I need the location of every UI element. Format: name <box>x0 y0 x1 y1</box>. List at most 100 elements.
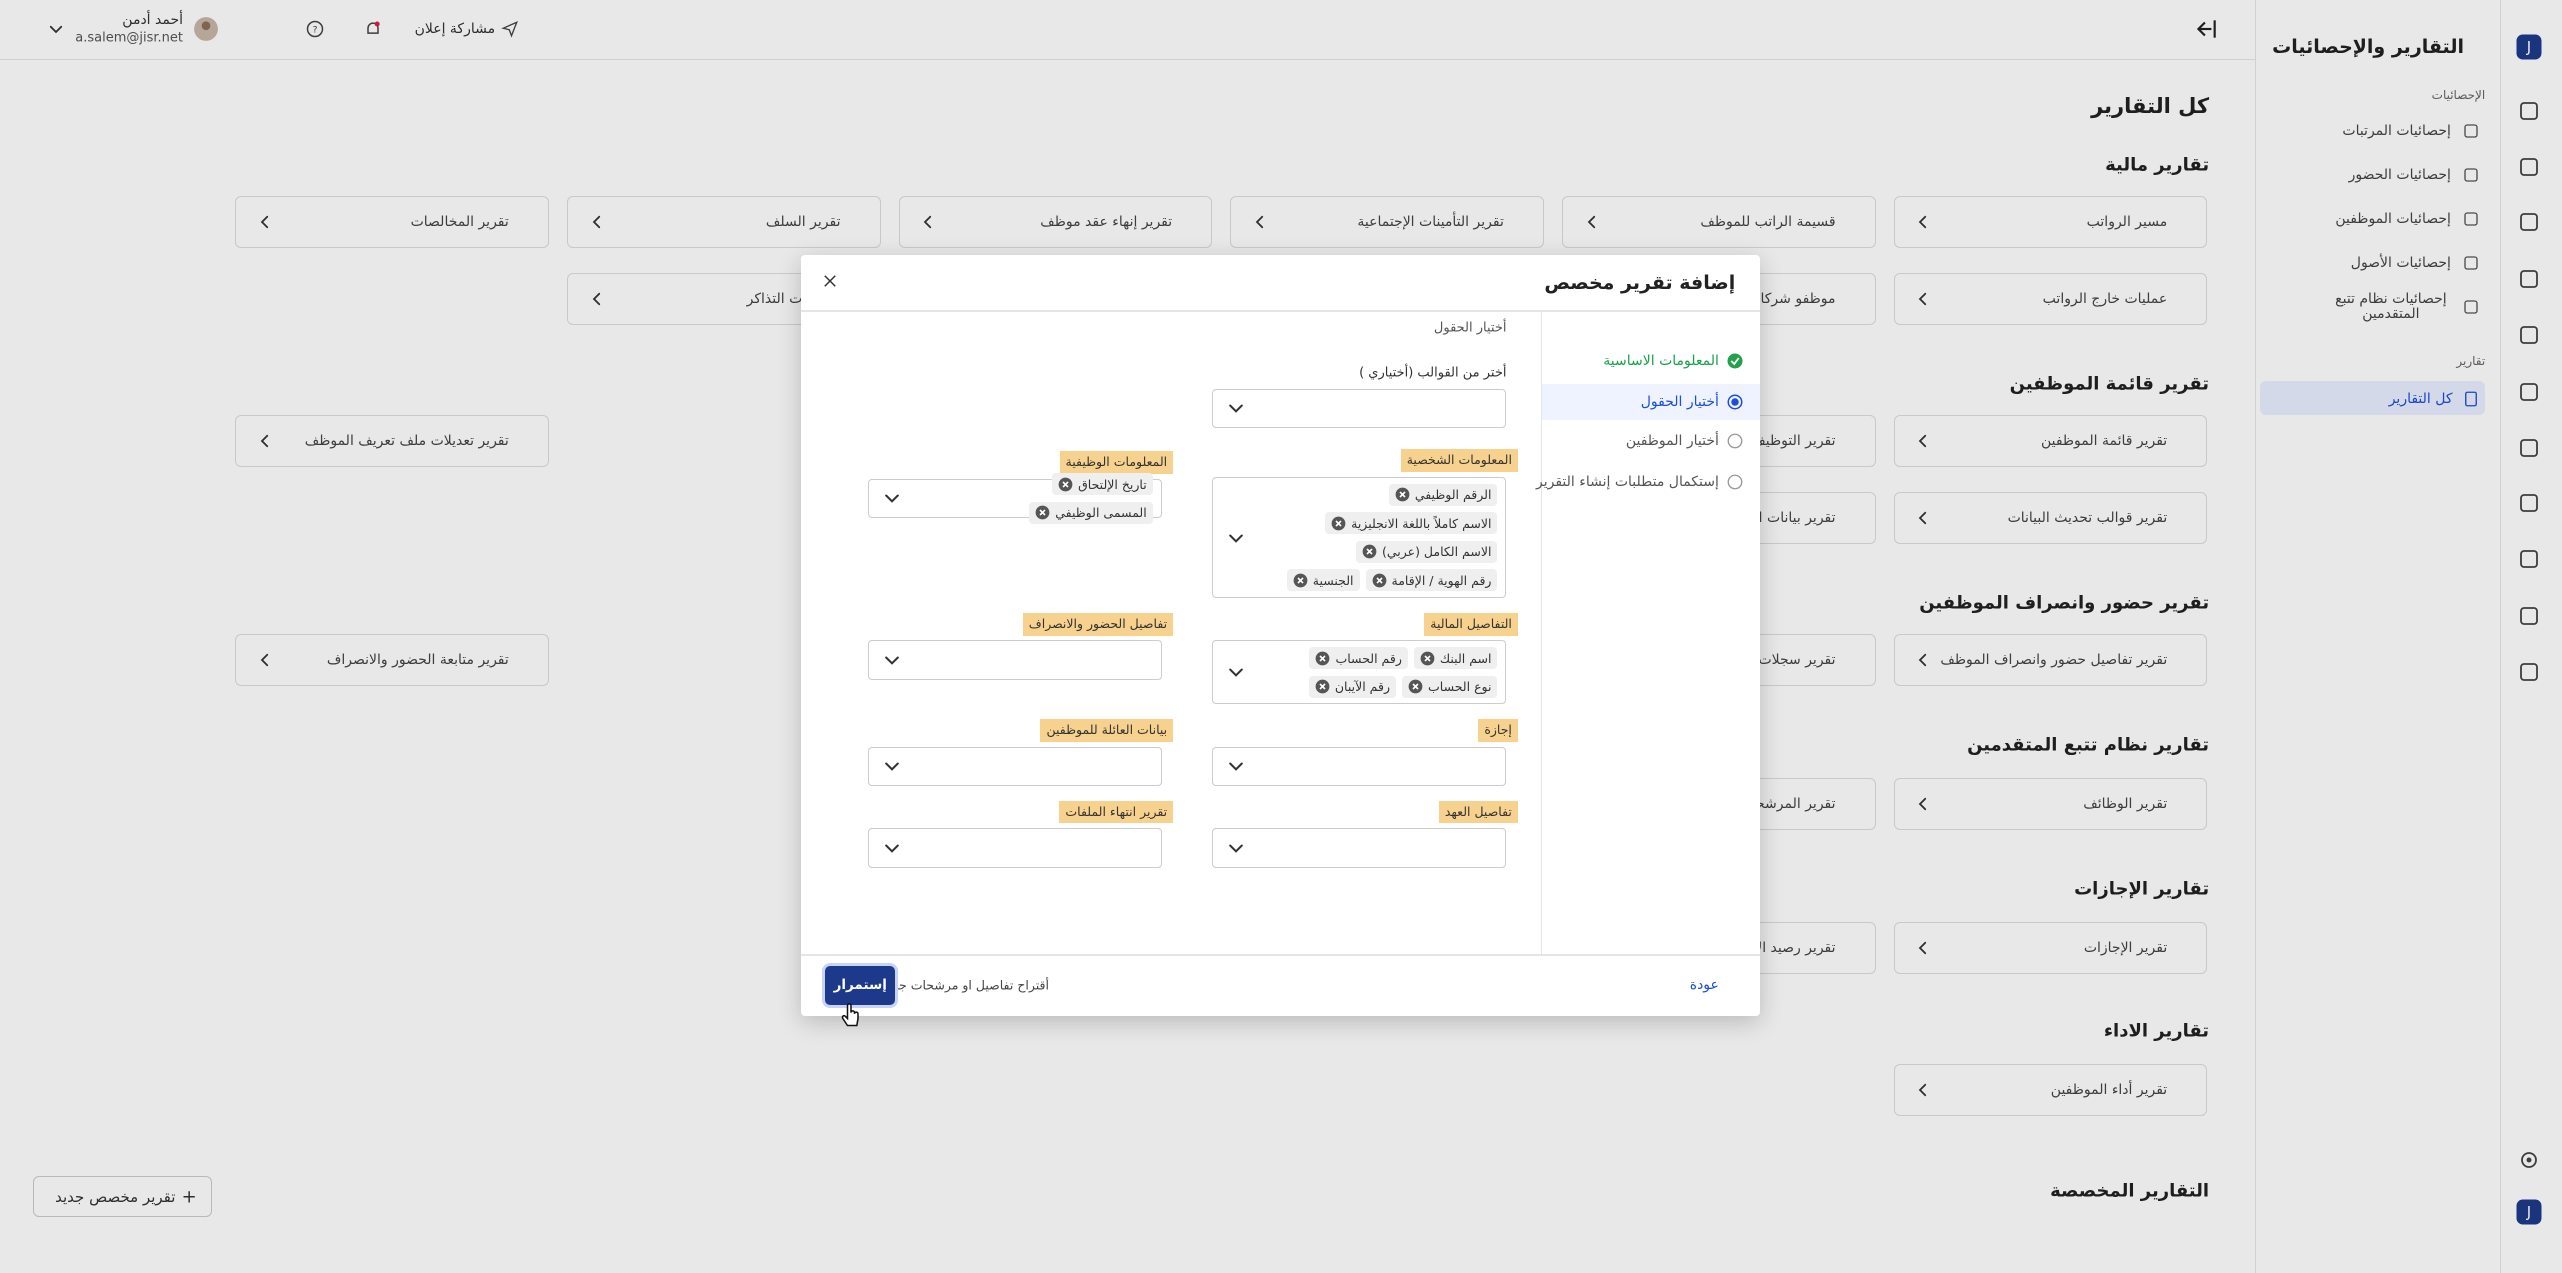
group-select[interactable] <box>867 828 1162 868</box>
nav-icon[interactable] <box>2517 99 2541 123</box>
chip-remove-button[interactable] <box>1395 487 1410 502</box>
share-button[interactable]: مشاركة إعلان <box>414 21 496 38</box>
back-button[interactable]: عودة <box>1689 977 1719 994</box>
chip-remove-button[interactable] <box>1058 477 1073 492</box>
nav-icon-svg <box>2520 102 2539 120</box>
card-chevron <box>1914 213 1932 231</box>
chip-remove-button[interactable] <box>1315 679 1330 694</box>
report-card[interactable]: قسيمة الراتب للموظف <box>1562 196 1876 249</box>
remove-icon <box>1315 679 1330 694</box>
nav-icon[interactable] <box>2517 380 2541 404</box>
chevron-svg <box>592 216 600 229</box>
page-title: كل التقارير <box>2091 94 2210 119</box>
group-select[interactable] <box>867 746 1162 786</box>
report-card[interactable]: تقرير السلف <box>566 196 881 249</box>
group-select[interactable]: الرقم الوظيفي الاسم كاملاً باللغة الانجلي… <box>1212 477 1507 598</box>
collapse-button[interactable] <box>2193 16 2219 42</box>
nav-icon[interactable] <box>2517 436 2541 460</box>
close-button[interactable] <box>821 272 839 290</box>
section-title: تقارير مالية <box>2105 154 2210 176</box>
step-status-icon <box>1726 432 1744 450</box>
report-card[interactable]: عمليات خارج الرواتب <box>1893 272 2208 326</box>
sidebar-item[interactable]: إحصائيات نظام تتبع المتقدمين <box>2335 291 2447 323</box>
chip-remove-button[interactable] <box>1420 651 1435 666</box>
new-report-label: تقرير مخصص جديد <box>55 1187 176 1206</box>
new-report-button[interactable]: تقرير مخصص جديد + <box>32 1176 213 1218</box>
card-chevron <box>256 213 274 231</box>
report-card[interactable]: تقرير الوظائف <box>1893 777 2208 831</box>
remove-icon <box>1395 487 1410 502</box>
remove-icon <box>1420 651 1435 665</box>
step-label[interactable]: إستكمال متطلبات إنشاء التقرير <box>1535 474 1719 490</box>
chip-remove-button[interactable] <box>1362 544 1377 559</box>
section-title: تقارير الاداء <box>2103 1020 2210 1042</box>
nav-icon[interactable] <box>2517 267 2541 291</box>
sidebar-item-icon <box>2462 390 2480 408</box>
report-card-label: تقرير تفاصيل حضور وانصراف الموظف <box>1940 652 2168 669</box>
sidebar-item[interactable]: إحصائيات الأصول <box>2350 255 2451 272</box>
sidebar-item[interactable]: إحصائيات الموظفين <box>2335 210 2451 227</box>
report-card[interactable]: تقرير التأمينات الإجتماعية <box>1230 196 1545 249</box>
nav-icon[interactable] <box>2517 604 2541 628</box>
nav-icon[interactable] <box>2517 491 2541 515</box>
help-icon[interactable]: ? <box>305 19 325 39</box>
sidebar-item-active[interactable]: كل التقارير <box>2388 390 2453 407</box>
group-select[interactable] <box>867 640 1162 680</box>
notification-icon[interactable] <box>363 19 383 39</box>
nav-icon[interactable] <box>2517 210 2541 234</box>
chip-remove-button[interactable] <box>1331 516 1346 531</box>
step-status-icon <box>1726 473 1744 491</box>
avatar[interactable] <box>193 16 219 42</box>
group-select[interactable]: اسم البنك رقم الحساب نوع الحساب رقم الآيبان <box>1212 640 1507 705</box>
settings-icon[interactable] <box>2517 1148 2541 1172</box>
report-card[interactable]: تقرير قوالب تحديث البيانات <box>1893 491 2208 545</box>
icon-rail <box>2499 0 2562 1273</box>
section-title: التقارير المخصصة <box>2050 1180 2210 1202</box>
select-chevron <box>882 756 902 776</box>
chip-remove-button[interactable] <box>1293 573 1308 588</box>
report-card[interactable]: تقرير قائمة الموظفين <box>1893 415 2208 468</box>
chip-remove-button[interactable] <box>1035 505 1050 520</box>
report-card[interactable]: تقرير تعديلات ملف تعريف الموظف <box>235 415 549 468</box>
card-chevron <box>1914 939 1932 957</box>
chip-remove-button[interactable] <box>1372 573 1387 588</box>
suggest-link[interactable]: أقتراح تفاصيل او مرشحات جديدة <box>875 977 1049 993</box>
group-select[interactable] <box>1212 746 1507 786</box>
report-card-label: تقرير أداء الموظفين <box>2050 1081 2168 1098</box>
report-card[interactable]: تقرير المخالصات <box>235 196 549 249</box>
report-card[interactable]: تقرير متابعة الحضور والانصراف <box>235 633 549 687</box>
template-select[interactable] <box>1212 388 1507 429</box>
group-select[interactable]: تاريخ الإلتحاق المسمى الوظيفي <box>867 473 1162 524</box>
card-chevron <box>1914 1081 1932 1099</box>
user-name: أحمد أدمن <box>122 11 183 28</box>
modal-footer-divider <box>800 954 1760 956</box>
card-chevron <box>1914 290 1932 308</box>
chevron-svg <box>1919 435 1927 448</box>
nav-icon[interactable] <box>2517 155 2541 179</box>
chip-remove-button[interactable] <box>1408 679 1423 694</box>
report-card[interactable]: تقرير تفاصيل حضور وانصراف الموظف <box>1893 633 2208 687</box>
sidebar-item[interactable]: إحصائيات الحضور <box>2348 166 2451 183</box>
step-label[interactable]: المعلومات الاساسية <box>1603 353 1719 370</box>
sidebar-item-icon-svg <box>2463 256 2478 270</box>
step-label[interactable]: أختيار الموظفين <box>1625 433 1719 450</box>
nav-icon[interactable] <box>2517 660 2541 684</box>
nav-icon-svg <box>2520 607 2539 625</box>
chip-remove-button[interactable] <box>1315 651 1330 666</box>
sidebar-item[interactable]: إحصائيات المرتبات <box>2342 122 2451 139</box>
user-menu-chevron[interactable] <box>47 20 65 38</box>
card-chevron <box>1914 795 1932 813</box>
report-card[interactable]: مسير الرواتب <box>1893 196 2208 249</box>
step-label[interactable]: أختيار الحقول <box>1640 393 1719 410</box>
step-status-icon-svg <box>1727 433 1743 449</box>
report-card[interactable]: تقرير إنهاء عقد موظف <box>898 196 1213 249</box>
nav-icon[interactable] <box>2517 547 2541 571</box>
group-select[interactable] <box>1212 828 1507 868</box>
sidebar-title: التقارير والإحصائيات <box>2272 36 2464 59</box>
card-chevron <box>256 651 274 669</box>
nav-icon[interactable] <box>2517 323 2541 347</box>
report-card[interactable]: تقرير أداء الموظفين <box>1893 1063 2208 1116</box>
sidebar-item-icon-svg <box>2464 391 2477 407</box>
continue-button[interactable]: إستمرار <box>825 965 896 1005</box>
report-card[interactable]: تقرير الإجازات <box>1893 921 2208 974</box>
